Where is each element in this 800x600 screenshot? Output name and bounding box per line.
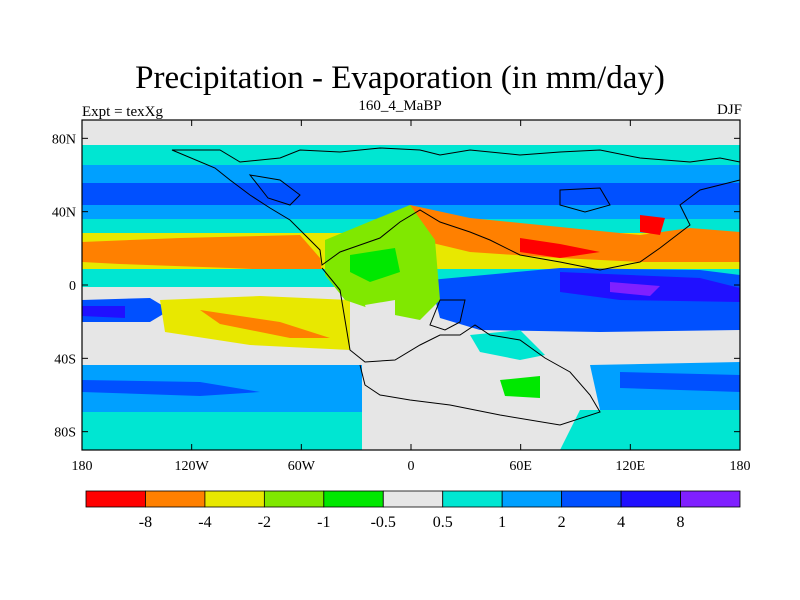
y-tick-label: 80S	[54, 426, 76, 441]
coastline-island-ne	[559, 187, 611, 213]
colorbar-swatch	[263, 490, 325, 508]
field-band-s70-west	[82, 412, 362, 450]
y-tick-label: 80N	[52, 132, 76, 147]
colorbar-label: 8	[677, 514, 685, 531]
y-tick-label: 0	[69, 279, 76, 294]
colorbar-label: 4	[617, 514, 625, 531]
field-south-continent	[360, 355, 590, 420]
field-max-wet	[610, 282, 660, 296]
x-tick-label: 180	[72, 459, 93, 474]
colorbar-label: -1	[317, 514, 330, 531]
experiment-label: Expt = texXg	[82, 104, 163, 120]
colorbar-label: -8	[139, 514, 152, 531]
field-dry-core-s	[200, 310, 330, 338]
field-band-n60	[82, 165, 740, 183]
colorbar-swatch	[145, 490, 206, 508]
field-very-wet-pacific-s	[82, 306, 125, 318]
y-axis: 80N 40N 0 40S 80S	[52, 132, 740, 441]
colorbar-swatch	[323, 490, 384, 508]
colorbar-label: -4	[198, 514, 211, 531]
colorbar-swatch	[561, 490, 622, 508]
field-dry-pacific-n	[82, 235, 322, 272]
x-tick-label: 60E	[509, 459, 532, 474]
field-wet-s55-east	[620, 372, 740, 392]
colorbar-label: 1	[498, 514, 506, 531]
colorbar-swatch	[501, 490, 563, 508]
colorbar-label: 0.5	[433, 514, 453, 531]
x-tick-label: 180	[730, 459, 751, 474]
x-tick-label: 120E	[616, 459, 646, 474]
field-band-n50	[82, 183, 740, 205]
y-tick-label: 40S	[54, 352, 76, 367]
colorbar-swatch	[620, 490, 681, 508]
season-label: DJF	[716, 102, 742, 118]
field-very-dry-pangea	[640, 215, 665, 235]
colorbar-swatch	[680, 490, 741, 508]
field-dry-tethys-n	[410, 205, 740, 262]
field-band-n70	[82, 145, 740, 165]
map-plot-area	[82, 120, 740, 450]
colorbar-swatch	[442, 490, 503, 508]
field-pangea-moist	[350, 248, 400, 282]
colorbar: -8 -4 -2 -1 -0.5 0.5 1 2 4 8	[85, 490, 741, 531]
x-tick-label: 60W	[288, 459, 316, 474]
field-pangea-neutral	[365, 300, 395, 325]
colorbar-label: -0.5	[371, 514, 396, 531]
colorbar-swatch	[85, 490, 146, 508]
map-title: Precipitation - Evaporation (in mm/day)	[135, 60, 665, 96]
colorbar-swatch	[382, 490, 444, 508]
x-axis: 180 120W 60W 0 60E 120E 180	[72, 120, 751, 474]
colorbar-swatch	[204, 490, 265, 508]
colorbar-label: -2	[258, 514, 271, 531]
field-band-s50-west	[82, 365, 362, 377]
y-tick-label: 40N	[52, 206, 76, 221]
x-tick-label: 0	[408, 459, 415, 474]
coastline-laurasia	[171, 147, 740, 271]
coastline-gondwana	[321, 267, 601, 426]
field-very-dry-east	[520, 238, 600, 258]
field-band-s70-east	[560, 410, 740, 450]
field-wet-s55-west	[82, 380, 260, 396]
colorbar-label: 2	[558, 514, 566, 531]
map-subtitle: 160_4_MaBP	[358, 98, 442, 114]
field-south-wet	[470, 330, 545, 360]
x-tick-label: 120W	[175, 459, 210, 474]
coastline-island-nw	[248, 174, 301, 206]
field-south-moist	[500, 376, 540, 398]
